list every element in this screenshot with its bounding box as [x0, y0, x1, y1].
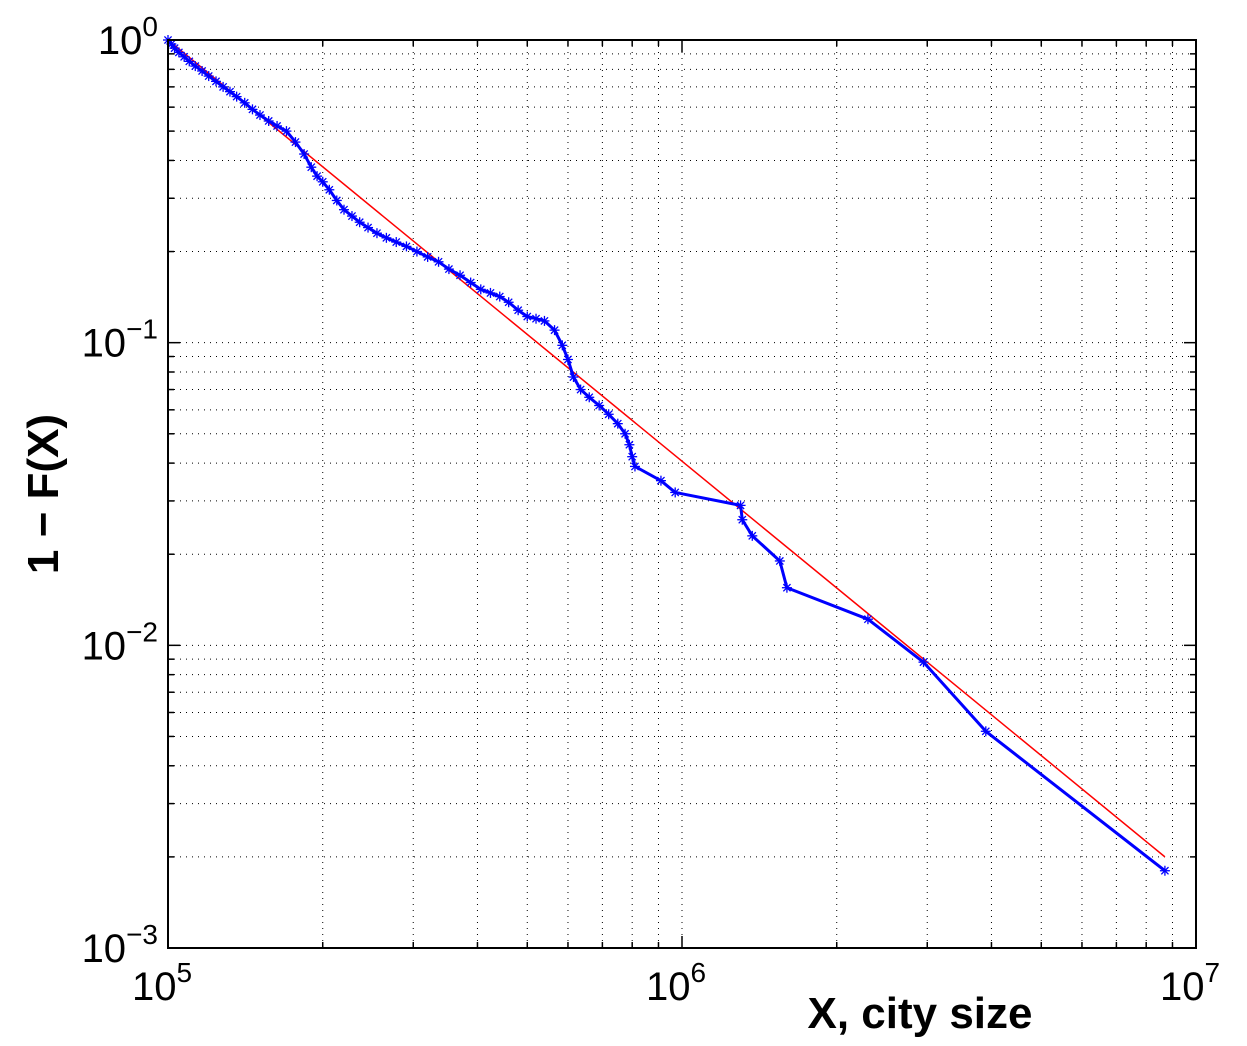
data-point [737, 514, 748, 525]
data-point [624, 439, 635, 450]
data-point [629, 461, 640, 472]
data-point [862, 614, 873, 625]
data-point [781, 582, 792, 593]
x-axis-title: X, city size [807, 989, 1032, 1038]
y-tick-label: 10−1 [82, 314, 158, 366]
data-point [774, 555, 785, 566]
data-point [211, 76, 222, 87]
data-point [980, 726, 991, 737]
data-point [670, 487, 681, 498]
data-point [455, 270, 466, 281]
data-point [218, 81, 229, 92]
data-point [568, 372, 579, 383]
x-tick-label-base: 10 [1160, 965, 1205, 1009]
data-point [465, 277, 476, 288]
data-point [562, 354, 573, 365]
y-tick-label-base: 10 [82, 927, 127, 971]
y-tick-label-exponent: −2 [126, 616, 158, 647]
y-tick-label-base: 10 [98, 19, 143, 63]
data-point [584, 392, 595, 403]
empirical-line [166, 39, 1166, 872]
data-point [354, 217, 365, 228]
data-point [381, 232, 392, 243]
data-point [594, 400, 605, 411]
data-point [422, 251, 433, 262]
data-point [272, 120, 283, 131]
x-tick-label: 106 [646, 957, 706, 1009]
y-tick-label-base: 10 [82, 624, 127, 668]
grid-lines [168, 40, 1196, 948]
data-point [184, 56, 195, 67]
series-layer [163, 35, 1170, 876]
data-point [433, 256, 444, 267]
x-tick-label: 105 [132, 957, 192, 1009]
y-tick-label-base: 10 [82, 322, 127, 366]
data-point [603, 409, 614, 420]
y-axis-title: 1 − F(X) [19, 414, 68, 574]
data-point [290, 137, 301, 148]
fit-line [167, 39, 1166, 858]
x-tick-label-base: 10 [132, 965, 177, 1009]
data-point [306, 162, 317, 173]
data-point [231, 91, 242, 102]
data-point [918, 657, 929, 668]
y-tick-label-exponent: −1 [126, 314, 158, 345]
data-point [475, 284, 486, 295]
data-point [735, 500, 746, 511]
tick-marks [167, 39, 1197, 949]
data-point [443, 264, 454, 275]
data-point [254, 110, 265, 121]
data-point [281, 126, 292, 137]
x-tick-label: 107 [1160, 957, 1220, 1009]
x-tick-label-base: 10 [646, 965, 691, 1009]
data-point [411, 246, 422, 257]
data-point [612, 418, 623, 429]
data-point [655, 475, 666, 486]
y-tick-label: 10−2 [82, 616, 158, 668]
data-point [317, 176, 328, 187]
data-point [575, 384, 586, 395]
y-tick-label-exponent: 0 [142, 11, 158, 42]
data-point [494, 291, 505, 302]
data-point [513, 305, 524, 316]
data-point [531, 313, 542, 324]
data-point [339, 204, 350, 215]
data-point [239, 97, 250, 108]
data-point [549, 325, 560, 336]
data-point [391, 237, 402, 248]
data-point [503, 297, 514, 308]
data-point [363, 222, 374, 233]
data-point [299, 149, 310, 160]
data-point [324, 184, 335, 195]
data-point [371, 228, 382, 239]
x-tick-label-exponent: 6 [690, 957, 706, 988]
data-point [331, 195, 342, 206]
data-point [747, 530, 758, 541]
data-point [620, 428, 631, 439]
x-tick-label-exponent: 7 [1204, 957, 1220, 988]
data-point [557, 340, 568, 351]
data-point [263, 115, 274, 126]
data-point [627, 451, 638, 462]
data-point [539, 315, 550, 326]
data-point [346, 211, 357, 222]
data-point [203, 71, 214, 82]
data-point [522, 311, 533, 322]
data-point [197, 65, 208, 76]
y-tick-label-exponent: −3 [126, 919, 158, 950]
data-point [247, 104, 258, 115]
data-point [1159, 865, 1170, 876]
data-point [401, 241, 412, 252]
x-tick-label-exponent: 5 [176, 957, 192, 988]
data-point [190, 61, 201, 72]
y-tick-label: 100 [98, 11, 158, 63]
data-point [224, 86, 235, 97]
y-tick-label: 10−3 [82, 919, 158, 971]
data-point [485, 287, 496, 298]
